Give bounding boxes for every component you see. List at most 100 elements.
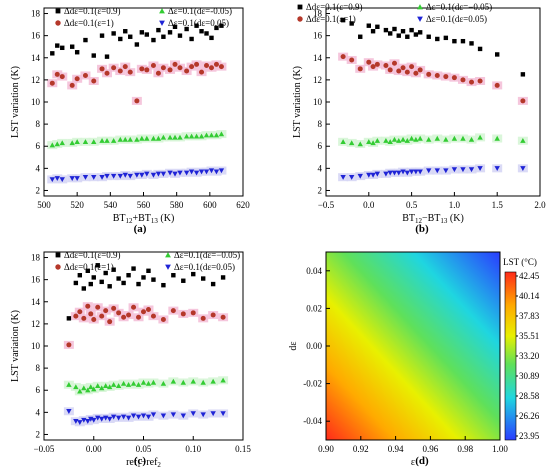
y-axis-label: LST variation (K) — [10, 66, 21, 138]
data-point — [413, 32, 419, 37]
data-point — [59, 74, 65, 80]
data-point — [150, 63, 156, 69]
data-point — [66, 316, 72, 321]
data-point — [396, 138, 402, 143]
x-axis-label-part: 12 — [125, 217, 133, 225]
data-point — [85, 419, 91, 424]
data-point — [151, 277, 156, 282]
data-point — [81, 385, 87, 391]
y-tick-label: 12 — [313, 75, 322, 85]
data-point — [494, 135, 500, 141]
data-point — [103, 270, 108, 276]
y-tick-label: -0.02 — [303, 379, 322, 389]
data-point — [161, 282, 166, 288]
x-tick-label: 520 — [70, 200, 84, 210]
data-point — [111, 65, 117, 71]
data-point — [139, 30, 145, 35]
data-point — [99, 385, 105, 391]
data-point — [117, 173, 123, 179]
y-tick-label: 8 — [36, 363, 41, 373]
data-point — [417, 30, 423, 35]
data-point — [146, 268, 151, 273]
data-point — [122, 172, 128, 178]
x-tick-label: 0.90 — [318, 444, 334, 454]
data-point — [77, 273, 83, 278]
data-point — [103, 308, 109, 314]
data-point — [184, 68, 190, 74]
data-point — [477, 78, 483, 84]
data-point — [370, 64, 376, 70]
data-point — [82, 139, 89, 145]
data-point — [49, 177, 55, 183]
heatmap-field — [326, 252, 500, 440]
data-point — [104, 54, 110, 59]
y-tick-label: 18 — [313, 9, 323, 19]
data-point — [99, 313, 105, 319]
data-point — [106, 416, 113, 422]
data-point — [208, 65, 214, 71]
data-point — [50, 51, 55, 56]
data-point — [140, 379, 147, 385]
data-point — [59, 177, 65, 183]
data-point — [110, 138, 117, 143]
data-point — [218, 131, 225, 137]
data-point — [451, 75, 457, 81]
data-point — [391, 60, 397, 66]
data-point — [400, 169, 406, 175]
data-point — [417, 67, 423, 73]
data-point — [210, 312, 216, 318]
data-point — [413, 136, 419, 142]
data-point — [167, 170, 173, 176]
data-point — [357, 141, 363, 147]
data-point — [126, 273, 131, 278]
data-point — [130, 413, 137, 419]
data-point — [340, 54, 346, 60]
data-point — [69, 140, 75, 146]
colorbar-tick-label: 42.45 — [519, 271, 540, 281]
data-point — [366, 59, 372, 65]
y-tick-label: 6 — [36, 141, 41, 151]
data-point — [392, 26, 397, 32]
y-tick-label: 2 — [318, 185, 323, 195]
x-tick-label: −0.5 — [318, 200, 335, 210]
data-point — [200, 315, 206, 321]
legend-label: Δε=0.1(dε=−0.05) — [174, 250, 240, 260]
data-point — [99, 66, 105, 72]
legend-marker — [55, 264, 61, 270]
data-point — [99, 138, 105, 143]
data-point — [357, 66, 363, 72]
data-point — [204, 63, 210, 69]
legend-label: Δε=0.1(dε=0.05) — [168, 18, 229, 28]
data-point — [208, 132, 215, 138]
data-point — [131, 304, 137, 310]
legend-marker — [159, 8, 165, 14]
data-point — [160, 134, 167, 140]
data-point — [116, 310, 122, 316]
data-point — [91, 316, 97, 322]
data-point — [125, 415, 132, 421]
colorbar-tick-label: 28.58 — [519, 391, 540, 401]
data-point — [120, 380, 127, 386]
data-point — [150, 313, 156, 319]
data-point — [200, 412, 206, 418]
data-point — [387, 67, 393, 73]
data-point — [400, 65, 406, 71]
panel-label: (a) — [134, 223, 147, 235]
data-point — [213, 169, 220, 175]
data-point — [177, 170, 183, 176]
data-point — [426, 168, 432, 174]
colorbar-tick-label: 33.20 — [519, 351, 540, 361]
x-tick-label: 0.00 — [86, 444, 102, 454]
data-point — [180, 379, 186, 385]
data-point — [409, 64, 415, 70]
legend-label: Δdε=0.1(ε=0.9) — [64, 250, 121, 260]
data-point — [404, 138, 411, 143]
x-axis-label-part: 2 — [157, 461, 161, 469]
x-axis-label-part: (K) — [158, 213, 174, 224]
data-point — [170, 412, 177, 418]
legend-marker — [165, 252, 171, 258]
data-point — [213, 132, 220, 138]
data-point — [199, 29, 204, 34]
data-point — [209, 35, 214, 41]
data-point — [54, 176, 60, 182]
